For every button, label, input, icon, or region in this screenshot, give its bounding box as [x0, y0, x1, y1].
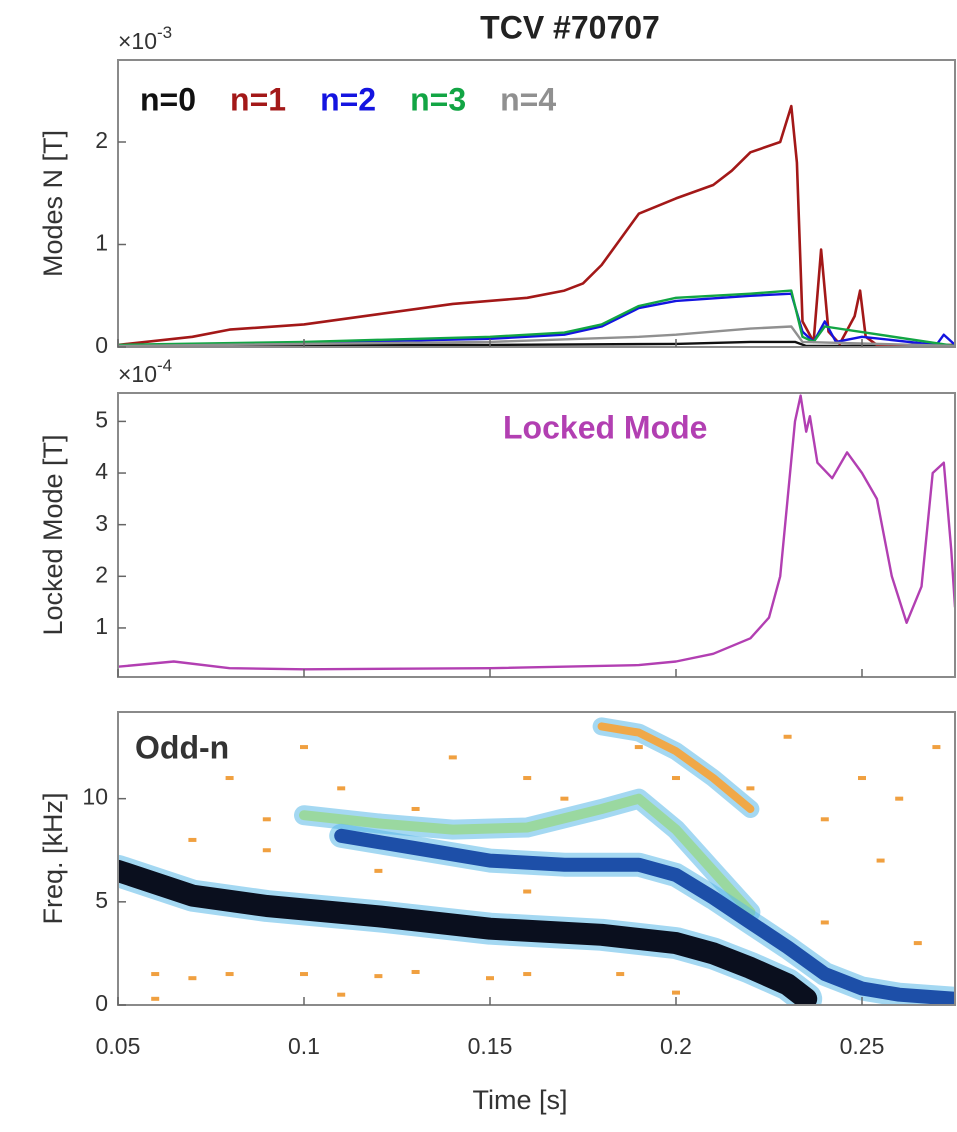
spectral-point — [151, 972, 160, 977]
spectral-point — [337, 992, 346, 997]
spectral-point — [820, 817, 829, 822]
multiplier-base: ×10 — [118, 28, 157, 54]
spectral-point — [225, 776, 234, 781]
y-tick-label: 0 — [95, 990, 108, 1016]
spectral-point — [188, 976, 197, 981]
multiplier-exponent: -3 — [157, 23, 172, 42]
spectral-point — [560, 796, 569, 801]
series-line — [118, 325, 955, 347]
spectral-point — [411, 806, 420, 811]
spectral-point — [300, 745, 308, 750]
y-tick-label: 5 — [95, 406, 108, 432]
axes-frame — [117, 392, 956, 678]
x-tick-label: 0.1 — [288, 1033, 320, 1059]
spectral-point — [746, 786, 755, 791]
plot-area — [118, 717, 955, 1005]
spectral-point — [783, 734, 792, 739]
legend-label: n=2 — [320, 81, 376, 117]
x-tick-label: 0.05 — [96, 1033, 141, 1059]
legend-label: n=4 — [500, 81, 556, 117]
y-axis-label: Freq. [kHz] — [38, 792, 68, 924]
spectral-point — [523, 776, 532, 781]
series-line — [118, 289, 955, 347]
spectral-point — [820, 920, 829, 925]
axes-frame — [117, 711, 956, 1006]
spectral-point — [523, 889, 532, 894]
legend-label: n=1 — [230, 81, 286, 117]
figure-title: TCV #70707 — [480, 9, 660, 45]
spectral-point — [262, 817, 271, 822]
spectral-point — [913, 941, 922, 946]
y-multiplier: ×10-3 — [118, 23, 172, 54]
x-tick-label: 0.25 — [840, 1033, 885, 1059]
y-tick-label: 4 — [95, 458, 108, 484]
spectral-point — [374, 974, 383, 979]
axes-frame — [117, 59, 956, 348]
spectral-point — [858, 776, 866, 781]
spectral-point — [374, 868, 383, 873]
x-tick-label: 0.2 — [660, 1033, 692, 1059]
y-multiplier: ×10-4 — [118, 356, 172, 387]
y-tick-label: 0 — [95, 332, 108, 358]
spectral-point — [672, 990, 680, 995]
series-line — [118, 292, 955, 347]
spectral-point — [876, 858, 885, 863]
ridge — [334, 828, 955, 1005]
spectral-point — [672, 776, 680, 781]
legend-label: n=0 — [140, 81, 196, 117]
y-tick-label: 2 — [95, 127, 108, 153]
spectral-point — [188, 837, 197, 842]
spectral-point — [262, 848, 271, 853]
plot-area — [118, 394, 955, 671]
spectral-point — [300, 972, 308, 977]
y-axis-label: Locked Mode [T] — [38, 434, 68, 635]
y-tick-label: 10 — [82, 784, 108, 810]
y-tick-label: 1 — [95, 613, 108, 639]
ridge — [597, 722, 755, 813]
annotation: Odd-n — [135, 729, 229, 765]
spectral-point — [523, 972, 532, 977]
x-tick-label: 0.15 — [468, 1033, 513, 1059]
y-tick-label: 2 — [95, 561, 108, 587]
y-axis-label: Modes N [T] — [38, 130, 68, 277]
spectral-point — [616, 972, 625, 977]
multiplier-base: ×10 — [118, 361, 157, 387]
spectral-point — [486, 976, 494, 981]
legend-label: Locked Mode — [503, 409, 707, 445]
x-axis-label: Time [s] — [472, 1085, 567, 1115]
spectral-point — [448, 755, 457, 760]
ridge — [118, 859, 818, 1005]
series-line — [118, 340, 955, 347]
series-line — [118, 104, 955, 347]
spectral-point — [411, 969, 420, 974]
spectral-point — [895, 796, 904, 801]
series-line — [118, 394, 955, 671]
ridge — [299, 793, 756, 918]
spectral-point — [337, 786, 346, 791]
spectral-point — [634, 745, 643, 750]
spectral-point — [932, 745, 941, 750]
plot-area — [118, 104, 955, 347]
multiplier-exponent: -4 — [157, 356, 172, 375]
legend-label: n=3 — [410, 81, 466, 117]
y-tick-label: 5 — [95, 887, 108, 913]
spectral-point — [225, 972, 234, 977]
y-tick-label: 1 — [95, 230, 108, 256]
spectral-point — [151, 996, 160, 1001]
y-tick-label: 3 — [95, 510, 108, 536]
